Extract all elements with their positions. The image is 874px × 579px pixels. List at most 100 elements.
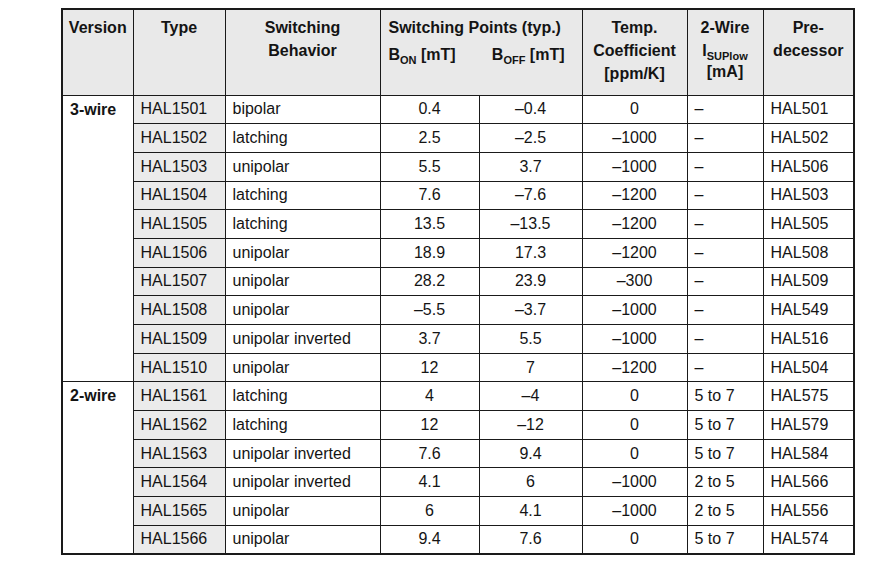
header-label: Switching Points (typ.) [389,16,579,39]
header-label: Type [137,16,222,39]
header-label: Version [66,16,130,39]
isup-low-cell: 5 to 7 [687,411,763,440]
header-label: Pre- [767,16,851,39]
header-label: [ppm/K] [586,62,684,85]
table-body: 3-wireHAL1501bipolar0.4–0.40–HAL501HAL15… [62,95,854,554]
type-cell: HAL1506 [133,238,225,267]
bon-value-cell: 28.2 [380,267,479,296]
predecessor-cell: HAL575 [763,382,854,411]
header-label: Switching [229,16,377,39]
type-cell: HAL1504 [133,181,225,210]
header-row: Version Type Switching Behavior Switchin… [62,9,854,95]
switching-behavior-cell: unipolar [225,497,380,526]
switching-behavior-cell: unipolar [225,267,380,296]
type-cell: HAL1562 [133,411,225,440]
switching-behavior-cell: latching [225,382,380,411]
predecessor-cell: HAL579 [763,411,854,440]
boff-value-cell: 9.4 [479,439,582,468]
hal15xx-selection-table: Version Type Switching Behavior Switchin… [61,8,855,555]
isup-low-cell: 2 to 5 [687,468,763,497]
type-cell: HAL1561 [133,382,225,411]
isup-low-cell: 2 to 5 [687,497,763,526]
boff-value-cell: 23.9 [479,267,582,296]
boff-value-cell: –4 [479,382,582,411]
type-cell: HAL1509 [133,325,225,354]
temp-coefficient-cell: –1000 [582,468,687,497]
isup-low-cell: – [687,152,763,181]
isup-low-cell: 5 to 7 [687,439,763,468]
isup-low-cell: – [687,181,763,210]
predecessor-cell: HAL508 [763,238,854,267]
switching-behavior-cell: latching [225,411,380,440]
temp-coefficient-cell: –1000 [582,124,687,153]
header-label: Temp. [586,16,684,39]
bon-value-cell: 12 [380,411,479,440]
table-row: HAL1508unipolar–5.5–3.7–1000–HAL549 [62,296,854,325]
table-row: HAL1504latching7.6–7.6–1200–HAL503 [62,181,854,210]
switching-points-sublabels: BON [mT] BOFF [mT] [389,43,579,66]
boff-value-cell: 3.7 [479,152,582,181]
switching-behavior-cell: unipolar inverted [225,325,380,354]
bon-value-cell: 2.5 [380,124,479,153]
bon-value-cell: 0.4 [380,95,479,124]
predecessor-cell: HAL506 [763,152,854,181]
col-header-switching-behavior: Switching Behavior [225,9,380,95]
table-row: HAL1503unipolar5.53.7–1000–HAL506 [62,152,854,181]
col-header-temp-coefficient: Temp. Coefficient [ppm/K] [582,9,687,95]
boff-value-cell: 6 [479,468,582,497]
boff-value-cell: 7 [479,353,582,382]
boff-value-cell: –13.5 [479,210,582,239]
isup-low-cell: – [687,95,763,124]
bon-value-cell: 9.4 [380,525,479,554]
switching-behavior-cell: unipolar inverted [225,439,380,468]
bon-value-cell: 7.6 [380,181,479,210]
boff-value-cell: 7.6 [479,525,582,554]
version-cell: 3-wire [62,95,133,382]
predecessor-cell: HAL516 [763,325,854,354]
predecessor-cell: HAL503 [763,181,854,210]
type-cell: HAL1505 [133,210,225,239]
isup-low-cell: 5 to 7 [687,525,763,554]
temp-coefficient-cell: –1000 [582,325,687,354]
bon-value-cell: 12 [380,353,479,382]
header-label: Coefficient [586,39,684,62]
predecessor-cell: HAL574 [763,525,854,554]
col-header-2wire-isup: 2-Wire ISUPlow [mA] [687,9,763,95]
predecessor-cell: HAL509 [763,267,854,296]
temp-coefficient-cell: –1200 [582,238,687,267]
table-row: HAL1507unipolar28.223.9–300–HAL509 [62,267,854,296]
type-cell: HAL1502 [133,124,225,153]
switching-behavior-cell: unipolar [225,296,380,325]
isup-low-cell: 5 to 7 [687,382,763,411]
type-cell: HAL1501 [133,95,225,124]
boff-value-cell: –2.5 [479,124,582,153]
table-row: HAL1562latching12–1205 to 7HAL579 [62,411,854,440]
table-row: HAL1565unipolar64.1–10002 to 5HAL556 [62,497,854,526]
table-row: HAL1563unipolar inverted7.69.405 to 7HAL… [62,439,854,468]
bon-label: BON [mT] [389,43,456,66]
type-cell: HAL1564 [133,468,225,497]
switching-behavior-cell: unipolar [225,525,380,554]
bon-value-cell: 4.1 [380,468,479,497]
temp-coefficient-cell: –1000 [582,152,687,181]
temp-coefficient-cell: –300 [582,267,687,296]
page: Version Type Switching Behavior Switchin… [0,0,874,579]
temp-coefficient-cell: –1200 [582,181,687,210]
predecessor-cell: HAL556 [763,497,854,526]
header-label: 2-Wire [691,16,760,39]
temp-coefficient-cell: 0 [582,95,687,124]
table-row: HAL1506unipolar18.917.3–1200–HAL508 [62,238,854,267]
table-header: Version Type Switching Behavior Switchin… [62,9,854,95]
temp-coefficient-cell: 0 [582,525,687,554]
predecessor-cell: HAL504 [763,353,854,382]
bon-value-cell: 6 [380,497,479,526]
isup-label: ISUPlow [691,39,760,62]
boff-value-cell: –3.7 [479,296,582,325]
header-label: Behavior [229,39,377,62]
isup-low-cell: – [687,325,763,354]
boff-value-cell: 5.5 [479,325,582,354]
temp-coefficient-cell: –1200 [582,210,687,239]
col-header-type: Type [133,9,225,95]
temp-coefficient-cell: –1000 [582,497,687,526]
temp-coefficient-cell: 0 [582,382,687,411]
